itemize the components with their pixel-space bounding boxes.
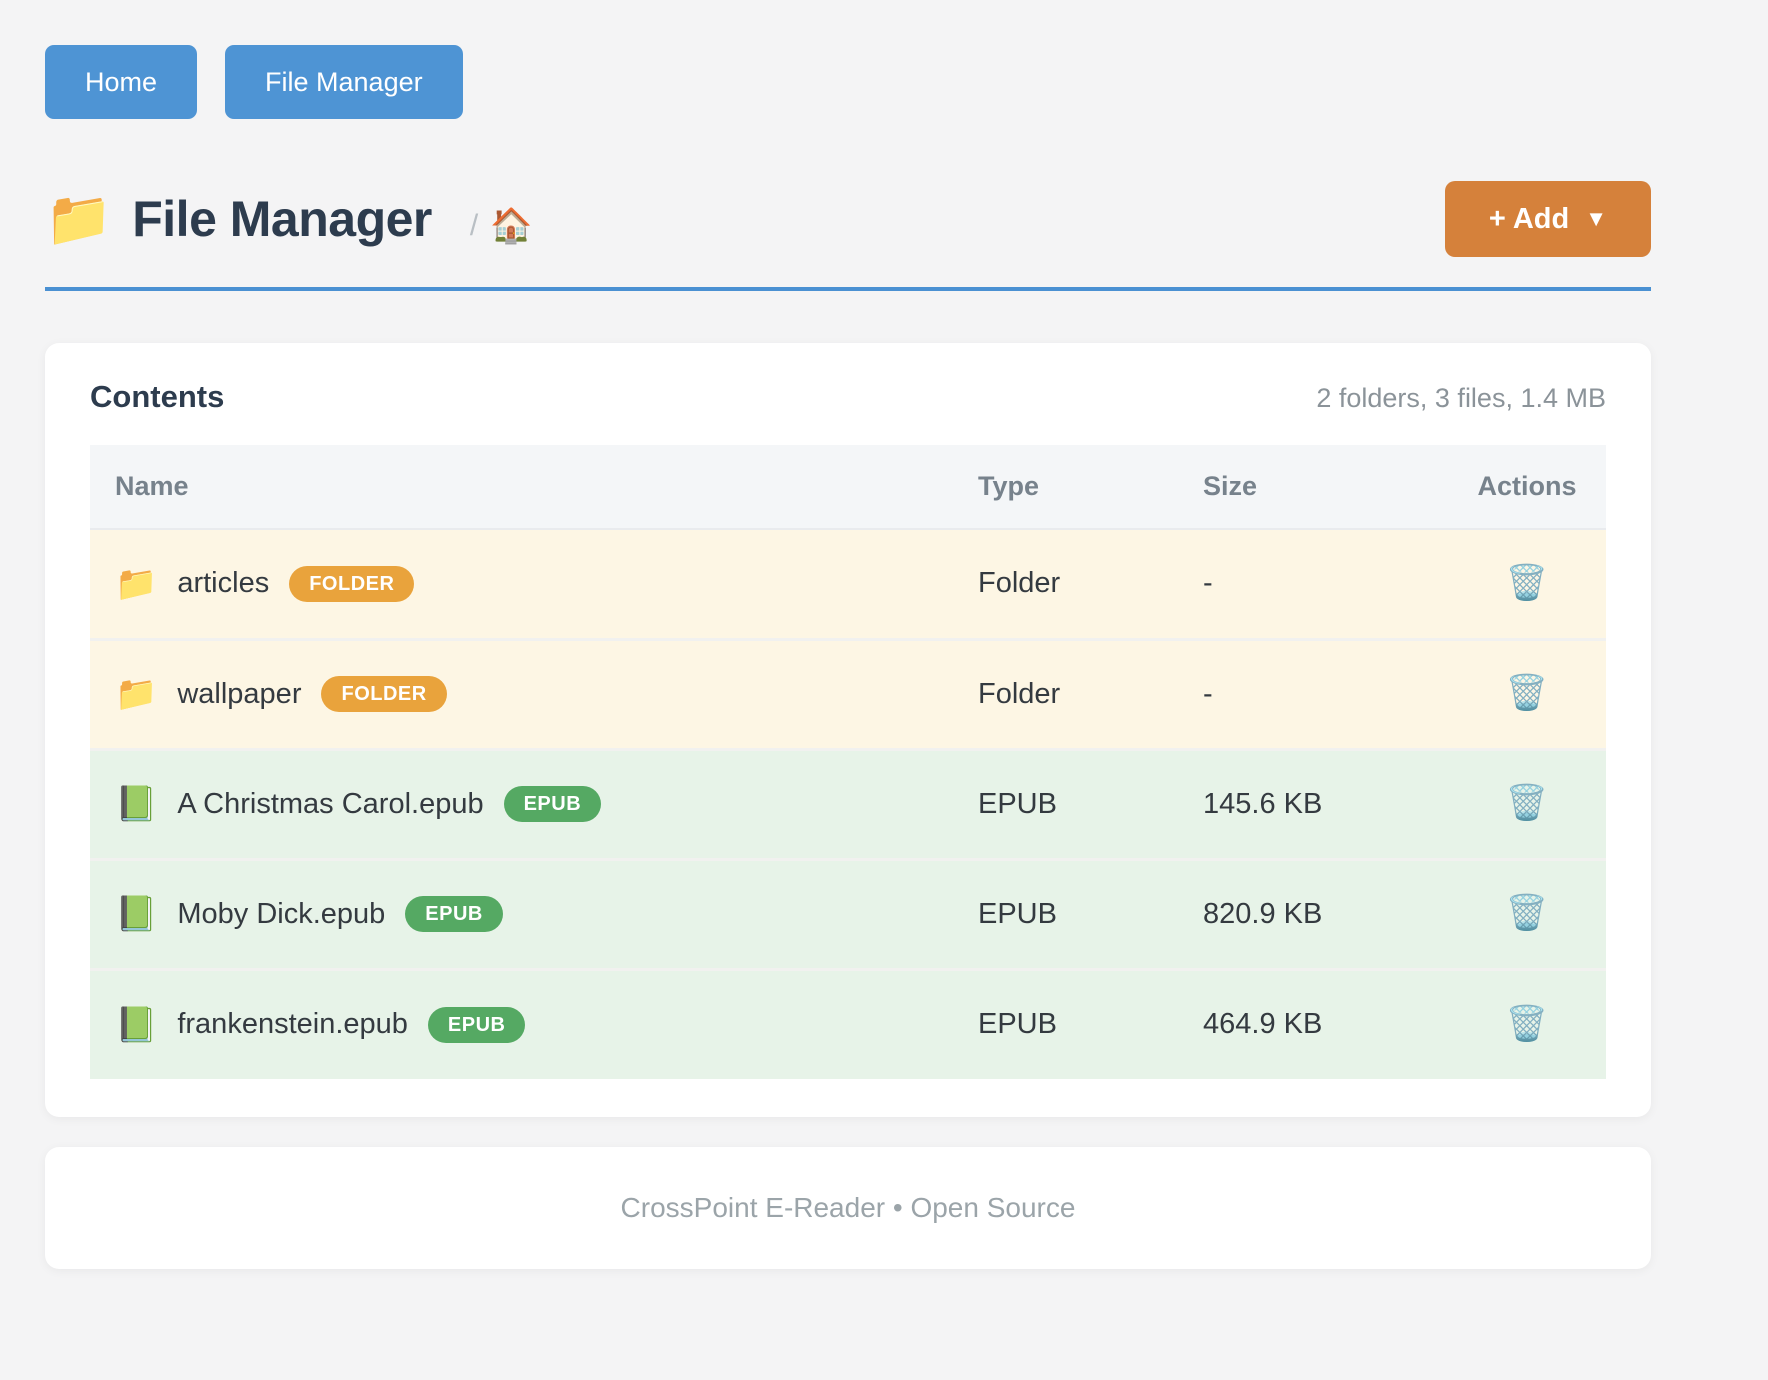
- type-badge: EPUB: [405, 896, 503, 932]
- name-cell: 📗 A Christmas Carol.epub EPUB: [115, 786, 953, 822]
- file-name-link[interactable]: frankenstein.epub: [177, 1008, 408, 1041]
- actions-cell: 🗑️: [1448, 529, 1606, 639]
- actions-cell: 🗑️: [1448, 857, 1606, 969]
- page: Home File Manager 📁 File Manager / 🏠 + A…: [45, 0, 1651, 1269]
- delete-icon[interactable]: 🗑️: [1505, 784, 1549, 822]
- name-cell: 📁 articles FOLDER: [115, 564, 953, 603]
- file-name-link[interactable]: articles: [177, 567, 270, 600]
- type-badge: FOLDER: [321, 676, 447, 712]
- title-group: 📁 File Manager / 🏠: [45, 190, 533, 248]
- type-cell: EPUB: [953, 857, 1178, 969]
- name-cell: 📗 frankenstein.epub EPUB: [115, 1005, 953, 1044]
- type-cell: EPUB: [953, 967, 1178, 1079]
- page-header: 📁 File Manager / 🏠 + Add ▼: [45, 181, 1651, 257]
- contents-card: Contents 2 folders, 3 files, 1.4 MB Name…: [45, 343, 1651, 1117]
- file-name-link[interactable]: wallpaper: [177, 677, 302, 710]
- chevron-down-icon: ▼: [1585, 206, 1607, 231]
- folder-icon: 📁: [45, 189, 113, 249]
- add-button-label: + Add: [1488, 202, 1570, 235]
- actions-cell: 🗑️: [1448, 637, 1606, 749]
- actions-cell: 🗑️: [1448, 747, 1606, 859]
- book-icon: 📗: [115, 1005, 158, 1044]
- size-cell: 820.9 KB: [1178, 857, 1448, 969]
- book-icon: 📗: [115, 785, 158, 823]
- home-icon[interactable]: 🏠: [490, 207, 533, 245]
- file-table-body: 📁 articles FOLDER Folder - 🗑️ 📁 wallpaper FOLDER…: [90, 529, 1606, 1079]
- type-badge: FOLDER: [289, 565, 415, 602]
- file-name-link[interactable]: A Christmas Carol.epub: [177, 787, 484, 820]
- table-header-row: Name Type Size Actions: [90, 445, 1606, 530]
- type-badge: EPUB: [503, 786, 602, 822]
- table-row[interactable]: 📁 articles FOLDER Folder - 🗑️: [90, 529, 1606, 639]
- folder-icon: 📁: [115, 564, 158, 603]
- contents-header: Contents 2 folders, 3 files, 1.4 MB: [90, 379, 1606, 415]
- column-header-size: Size: [1178, 445, 1448, 530]
- type-badge: EPUB: [427, 1006, 526, 1043]
- footer-text: CrossPoint E-Reader • Open Source: [620, 1192, 1076, 1223]
- folder-icon: 📁: [115, 675, 158, 713]
- name-cell: 📁 wallpaper FOLDER: [115, 676, 953, 712]
- size-cell: -: [1178, 637, 1448, 749]
- delete-icon[interactable]: 🗑️: [1505, 1004, 1549, 1043]
- actions-cell: 🗑️: [1448, 967, 1606, 1079]
- delete-icon[interactable]: 🗑️: [1505, 563, 1549, 602]
- file-manager-button[interactable]: File Manager: [225, 45, 463, 119]
- name-cell: 📗 Moby Dick.epub EPUB: [115, 896, 953, 932]
- table-row[interactable]: 📗 Moby Dick.epub EPUB EPUB 820.9 KB 🗑️: [90, 857, 1606, 969]
- file-name-link[interactable]: Moby Dick.epub: [177, 897, 386, 930]
- size-cell: 464.9 KB: [1178, 967, 1448, 1079]
- book-icon: 📗: [115, 895, 158, 933]
- type-cell: Folder: [953, 529, 1178, 639]
- column-header-name: Name: [90, 445, 953, 530]
- delete-icon[interactable]: 🗑️: [1505, 894, 1549, 932]
- breadcrumb: / 🏠: [470, 206, 533, 246]
- column-header-type: Type: [953, 445, 1178, 530]
- home-button[interactable]: Home: [45, 45, 198, 119]
- accent-divider: [45, 287, 1651, 291]
- table-row[interactable]: 📗 frankenstein.epub EPUB EPUB 464.9 KB 🗑️: [90, 967, 1606, 1079]
- contents-summary: 2 folders, 3 files, 1.4 MB: [1316, 383, 1606, 413]
- contents-title: Contents: [90, 379, 225, 414]
- add-button[interactable]: + Add ▼: [1444, 181, 1651, 257]
- footer-card: CrossPoint E-Reader • Open Source: [45, 1147, 1651, 1269]
- breadcrumb-separator: /: [469, 209, 479, 242]
- top-nav: Home File Manager: [45, 45, 1651, 119]
- type-cell: EPUB: [953, 747, 1178, 859]
- table-row[interactable]: 📗 A Christmas Carol.epub EPUB EPUB 145.6 KB 🗑…: [90, 747, 1606, 859]
- file-table: Name Type Size Actions 📁 articles FOLDER Fo…: [90, 445, 1606, 1079]
- size-cell: -: [1178, 529, 1448, 639]
- delete-icon[interactable]: 🗑️: [1505, 674, 1549, 712]
- type-cell: Folder: [953, 637, 1178, 749]
- page-title: File Manager: [132, 191, 432, 247]
- table-row[interactable]: 📁 wallpaper FOLDER Folder - 🗑️: [90, 637, 1606, 749]
- size-cell: 145.6 KB: [1178, 747, 1448, 859]
- column-header-actions: Actions: [1448, 445, 1606, 530]
